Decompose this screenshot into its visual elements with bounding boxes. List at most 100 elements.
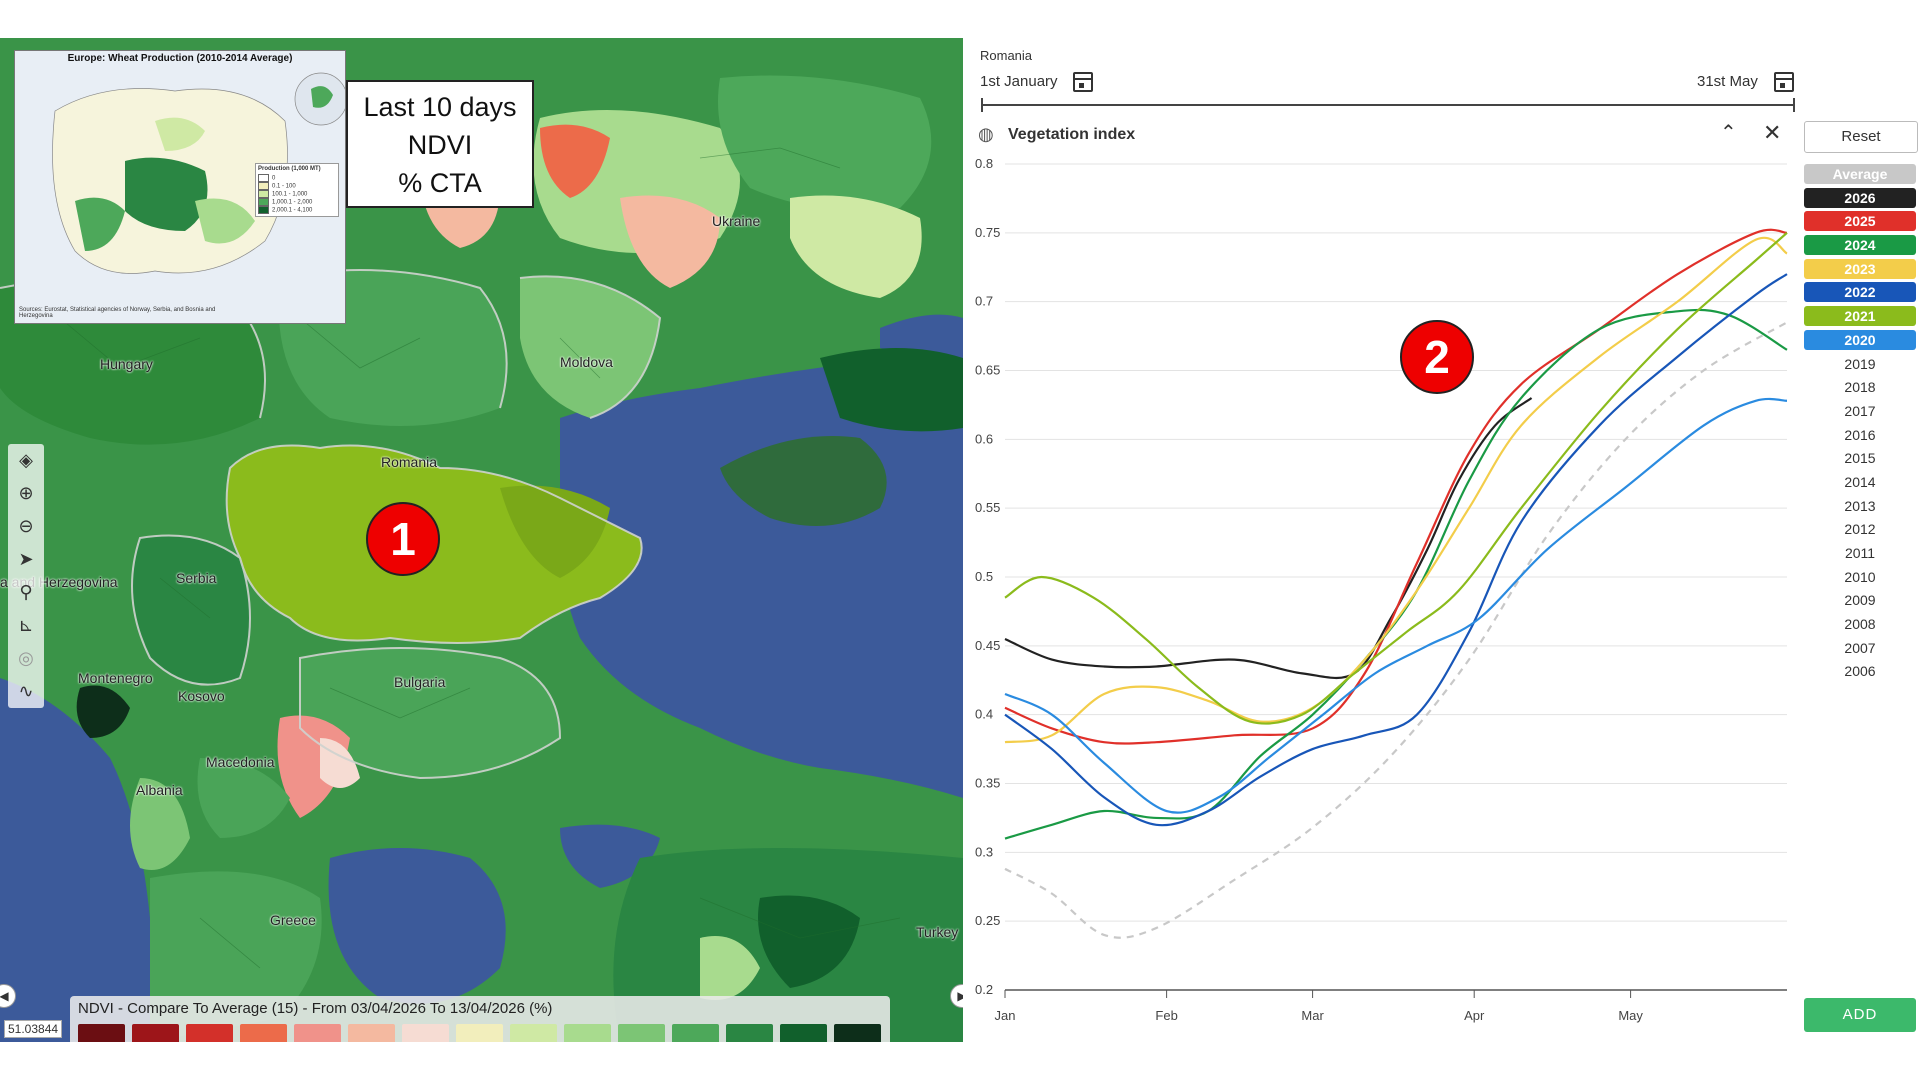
legend-swatch — [834, 1024, 881, 1042]
y-tick-label: 0.45 — [975, 638, 1000, 653]
coordinate-readout: 51.03844 — [4, 1020, 63, 1038]
annotation-badge-1: 1 — [366, 502, 440, 576]
year-toggle-2013[interactable]: 2013 — [1844, 497, 1876, 514]
legend-swatch — [456, 1024, 503, 1042]
inset-legend-item: 1,000.1 - 2,000 — [258, 198, 336, 206]
map-label-romania: Romania — [381, 454, 438, 470]
measure-icon[interactable]: ⊾ — [18, 615, 34, 636]
year-toggle-2007[interactable]: 2007 — [1844, 639, 1876, 656]
y-tick-label: 0.5 — [975, 569, 993, 584]
legend-swatch — [510, 1024, 557, 1042]
inset-legend: Production (1,000 MT) 0 0.1 - 100 100.1 … — [255, 163, 339, 217]
series-line-2024 — [1004, 308, 1788, 840]
navigate-icon[interactable]: ➤ — [18, 549, 34, 570]
year-toggle-2008[interactable]: 2008 — [1844, 616, 1876, 633]
map-view[interactable]: Hungary Romania Moldova Ukraine Serbia B… — [0, 38, 963, 1042]
calendar-icon[interactable] — [1774, 72, 1794, 92]
series-line-2022 — [1004, 273, 1788, 827]
zoom-out-icon[interactable]: ⊖ — [18, 516, 34, 537]
draw-icon[interactable]: ∿ — [18, 681, 34, 702]
map-label-hungary: Hungary — [100, 356, 153, 372]
legend-swatch — [78, 1024, 125, 1042]
map-label-turkey: Turkey — [916, 924, 959, 940]
series-line-2021 — [1004, 232, 1788, 725]
map-label-greece: Greece — [270, 912, 316, 928]
inset-legend-title: Production (1,000 MT) — [258, 166, 321, 172]
reset-button[interactable]: Reset — [1804, 121, 1918, 153]
section-title: Vegetation index — [1008, 126, 1136, 143]
year-toggle-2018[interactable]: 2018 — [1844, 379, 1876, 396]
collapse-icon[interactable]: ⌃ — [1720, 122, 1737, 144]
series-line-2020 — [1004, 397, 1788, 814]
year-toggle-2011[interactable]: 2011 — [1844, 545, 1876, 561]
year-toggle-2014[interactable]: 2014 — [1844, 473, 1876, 490]
year-toggle-2006[interactable]: 2006 — [1844, 663, 1876, 680]
legend-swatch — [726, 1024, 773, 1042]
inset-source: Sources: Eurostat, Statistical agencies … — [19, 307, 216, 319]
legend-swatch — [132, 1024, 179, 1042]
inset-legend-item: 0 — [258, 174, 336, 182]
slider-handle-start[interactable] — [981, 98, 983, 112]
map-label-serbia: Serbia — [176, 570, 217, 586]
date-from[interactable]: 1st January — [980, 73, 1058, 90]
year-toggle-2022[interactable]: 2022 — [1804, 282, 1916, 303]
legend-swatch — [672, 1024, 719, 1042]
info-box-line: % CTA — [398, 168, 482, 198]
y-tick-label: 0.4 — [975, 707, 993, 722]
layers-icon[interactable]: ◈ — [19, 450, 33, 471]
x-tick-label: May — [1618, 1008, 1643, 1023]
year-toggle-average[interactable]: Average — [1804, 164, 1916, 184]
close-icon[interactable]: ✕ — [1763, 120, 1782, 145]
locate-icon[interactable]: ◎ — [18, 648, 34, 669]
year-toggle-2026[interactable]: 2026 — [1804, 187, 1916, 208]
y-tick-label: 0.35 — [975, 776, 1000, 791]
year-toggle-2023[interactable]: 2023 — [1804, 258, 1916, 279]
country-label: Romania — [980, 48, 1033, 63]
year-toggle-2025[interactable]: 2025 — [1804, 211, 1916, 232]
map-label-bulgaria: Bulgaria — [394, 674, 446, 690]
series-line-2025 — [1004, 228, 1788, 745]
map-label-macedonia: Macedonia — [206, 754, 275, 770]
year-toggle-2010[interactable]: 2010 — [1844, 568, 1876, 585]
legend-swatch — [780, 1024, 827, 1042]
map-toolbar: ◈ ⊕ ⊖ ➤ ⚲ ⊾ ◎ ∿ — [8, 444, 44, 708]
year-toggle-2009[interactable]: 2009 — [1844, 592, 1876, 609]
year-toggle-2015[interactable]: 2015 — [1844, 450, 1876, 467]
slider-handle-end[interactable] — [1793, 98, 1795, 112]
x-tick-label: Feb — [1155, 1008, 1177, 1023]
date-to[interactable]: 31st May — [1697, 73, 1758, 90]
map-label-moldova: Moldova — [560, 354, 613, 370]
add-button[interactable]: ADD — [1804, 998, 1916, 1032]
zoom-in-icon[interactable]: ⊕ — [18, 483, 34, 504]
legend-swatch — [402, 1024, 449, 1042]
map-label-kosovo: Kosovo — [178, 688, 225, 704]
map-legend-title: NDVI - Compare To Average (15) - From 03… — [78, 1000, 553, 1017]
info-box: Last 10 days NDVI % CTA — [346, 80, 534, 208]
inset-europe-shape — [52, 72, 345, 274]
inset-legend-item: 2,000.1 - 4,100 — [258, 206, 336, 214]
y-tick-label: 0.2 — [975, 982, 993, 997]
info-box-line: Last 10 days — [363, 92, 517, 122]
inset-wheat-map: Europe: Wheat Production (2010-2014 Aver… — [14, 50, 346, 324]
y-tick-label: 0.55 — [975, 500, 1000, 515]
legend-swatch — [294, 1024, 341, 1042]
year-toggle-2016[interactable]: 2016 — [1844, 426, 1876, 443]
year-toggle-2020[interactable]: 2020 — [1804, 329, 1916, 350]
inset-legend-item: 100.1 - 1,000 — [258, 190, 336, 198]
year-toggle-2019[interactable]: 2019 — [1844, 355, 1876, 372]
calendar-icon[interactable] — [1073, 72, 1093, 92]
year-toggle-2024[interactable]: 2024 — [1804, 235, 1916, 256]
year-toggle-2017[interactable]: 2017 — [1844, 402, 1876, 419]
search-icon[interactable]: ⚲ — [19, 582, 33, 603]
x-tick-label: Jan — [995, 1008, 1016, 1023]
y-tick-label: 0.6 — [975, 431, 993, 446]
legend-swatch — [618, 1024, 665, 1042]
year-toggle-2021[interactable]: 2021 — [1804, 306, 1916, 327]
legend-swatch — [240, 1024, 287, 1042]
y-tick-label: 0.3 — [975, 844, 993, 859]
inset-legend-item: 0.1 - 100 — [258, 182, 336, 190]
year-list: Average 2026 2025 2024 2023 2022 2021 2020 2019 2… — [1804, 164, 1916, 685]
series-line-2026 — [1004, 397, 1533, 680]
year-toggle-2012[interactable]: 2012 — [1844, 521, 1876, 538]
date-range-slider[interactable] — [981, 104, 1795, 106]
